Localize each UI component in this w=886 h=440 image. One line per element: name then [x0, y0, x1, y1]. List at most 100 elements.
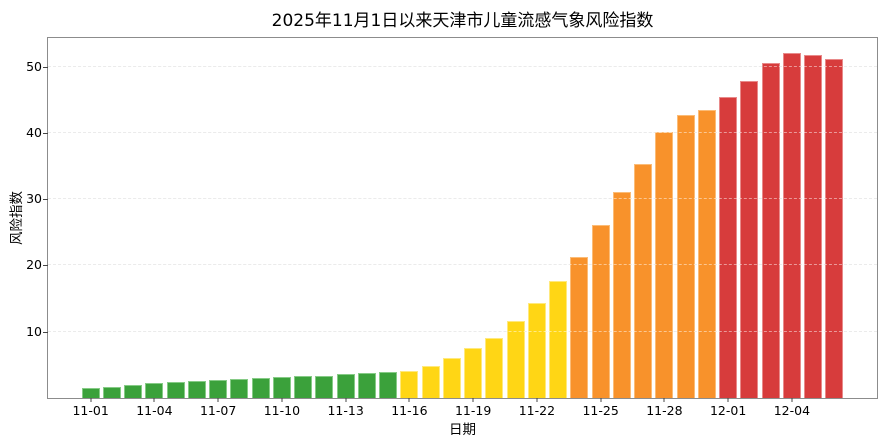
xtick-mark-11-16 — [408, 398, 410, 402]
bar-11-24 — [570, 256, 589, 398]
bar-11-30 — [697, 109, 716, 398]
xslot-11-16: 11-16 — [391, 398, 428, 422]
gridline-10 — [48, 330, 877, 332]
bars-row — [48, 38, 877, 398]
bar-slot-11-23 — [548, 38, 569, 398]
bar-slot-11-06 — [186, 38, 207, 398]
gridline-overlay-10 — [48, 330, 877, 332]
bar-slot-11-17 — [420, 38, 441, 398]
xtick-label-12-01: 12-01 — [709, 403, 747, 418]
xtick-mark-11-25 — [600, 398, 602, 402]
ytick-mark-10 — [43, 331, 48, 333]
bar-slot-12-04 — [781, 38, 802, 398]
gridline-50 — [48, 65, 877, 67]
bar-slot-11-21 — [505, 38, 526, 398]
bar-slot-11-28 — [654, 38, 675, 398]
bar-slot-11-09 — [250, 38, 271, 398]
bar-11-13 — [336, 374, 355, 398]
xtick-mark-11-13 — [345, 398, 347, 402]
bar-11-11 — [294, 376, 313, 398]
xtick-mark-11-01 — [90, 398, 92, 402]
gridline-overlay-40 — [48, 131, 877, 133]
xslot-12-01: 12-01 — [710, 398, 746, 422]
bar-slot-11-13 — [335, 38, 356, 398]
bar-slot-11-02 — [101, 38, 122, 398]
xtick-mark-11-28 — [663, 398, 665, 402]
bar-11-01 — [81, 388, 100, 398]
xslot-11-19: 11-19 — [455, 398, 491, 422]
bar-11-08 — [230, 378, 249, 398]
bar-slot-11-18 — [441, 38, 462, 398]
bar-11-05 — [166, 382, 185, 398]
bar-11-25 — [591, 225, 610, 398]
bar-slot-11-05 — [165, 38, 186, 398]
bar-slot-11-20 — [484, 38, 505, 398]
bar-12-02 — [740, 81, 759, 398]
xtick-label-11-07: 11-07 — [199, 403, 237, 418]
bar-slot-12-06 — [824, 38, 845, 398]
bar-slot-12-03 — [760, 38, 781, 398]
bar-slot-11-03 — [123, 38, 144, 398]
bar-11-04 — [145, 383, 164, 398]
bar-slot-11-27 — [633, 38, 654, 398]
xtick-label-11-04: 11-04 — [136, 403, 173, 418]
y-axis-ticks: 10 20 30 40 50 — [26, 38, 877, 398]
bar-slot-11-11 — [293, 38, 314, 398]
bar-11-12 — [315, 375, 334, 398]
bar-11-02 — [102, 386, 121, 398]
bar-slot-11-12 — [314, 38, 335, 398]
bar-slot-11-01 — [80, 38, 101, 398]
gridline-overlay-30 — [48, 198, 877, 200]
gridline-overlay-20 — [48, 264, 877, 266]
bar-11-21 — [506, 321, 525, 398]
bar-slot-11-19 — [463, 38, 484, 398]
bar-11-06 — [187, 381, 206, 398]
plot-area: 10 20 30 40 50 11-01 11-04 11-07 11-10 11-13 11-1… — [9, 37, 878, 438]
xtick-label-11-25: 11-25 — [582, 403, 619, 418]
bar-slot-12-02 — [739, 38, 760, 398]
bar-slot-11-16 — [399, 38, 420, 398]
bar-slot-12-01 — [718, 38, 739, 398]
xslot-11-10: 11-10 — [264, 398, 300, 422]
x-axis-title: 日期 — [449, 422, 476, 438]
bar-slot-11-04 — [144, 38, 165, 398]
bar-11-16 — [400, 370, 419, 398]
plot-inner: 10 20 30 40 50 11-01 11-04 11-07 11-10 11-13 11-1… — [9, 38, 877, 438]
xslot-11-04: 11-04 — [136, 398, 173, 422]
ytick-mark-40 — [43, 132, 48, 134]
bar-11-14 — [357, 372, 376, 398]
xtick-mark-11-04 — [153, 398, 155, 402]
xtick-label-11-22: 11-22 — [518, 403, 556, 418]
ytick-label-10: 10 — [26, 323, 42, 339]
bar-11-17 — [421, 366, 440, 398]
xtick-mark-11-22 — [536, 398, 538, 402]
bar-11-18 — [442, 357, 461, 398]
xslot-11-25: 11-25 — [582, 398, 619, 422]
xtick-mark-11-07 — [217, 398, 219, 402]
bar-11-09 — [251, 378, 270, 398]
bar-slot-11-26 — [611, 38, 632, 398]
gridline-30 — [48, 198, 877, 200]
bar-11-26 — [612, 191, 631, 398]
gridline-20 — [48, 264, 877, 266]
xtick-label-12-04: 12-04 — [773, 403, 811, 418]
bar-slot-11-24 — [569, 38, 590, 398]
bar-12-06 — [825, 58, 844, 398]
ytick-label-50: 50 — [26, 58, 42, 74]
chart-title: 2025年11月1日以来天津市儿童流感气象风险指数 — [271, 11, 654, 31]
bar-slot-11-30 — [696, 38, 717, 398]
xtick-label-11-19: 11-19 — [454, 403, 492, 418]
gridline-40 — [48, 131, 877, 133]
bar-12-04 — [782, 53, 801, 398]
bar-slot-11-25 — [590, 38, 611, 398]
gridline-overlay-50 — [48, 65, 877, 67]
bar-slot-11-14 — [356, 38, 377, 398]
bar-slot-11-29 — [675, 38, 696, 398]
bar-11-10 — [272, 377, 291, 398]
bar-slot-11-22 — [526, 38, 547, 398]
xtick-mark-12-01 — [727, 398, 729, 402]
bar-12-05 — [804, 55, 823, 398]
ytick-label-20: 20 — [26, 257, 42, 273]
bar-11-27 — [634, 164, 653, 398]
